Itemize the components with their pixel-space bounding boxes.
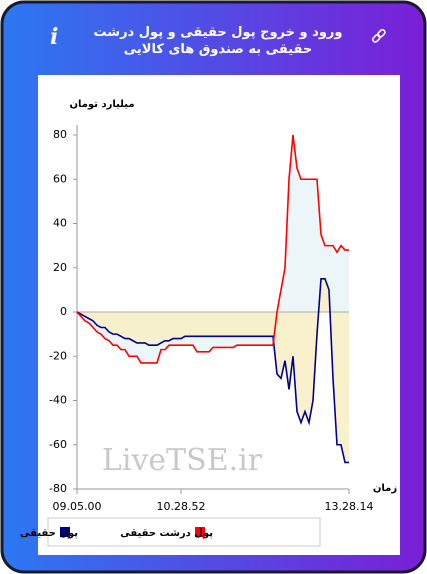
series-area bbox=[77, 135, 349, 363]
x-tick-label: 13.28.14 bbox=[325, 500, 374, 513]
y-tick-label: 40 bbox=[53, 217, 67, 230]
y-tick-label: -20 bbox=[49, 349, 67, 362]
y-tick-label: 0 bbox=[60, 305, 67, 318]
series-line bbox=[76, 278, 349, 464]
y-tick-label: 20 bbox=[53, 261, 67, 274]
info-icon[interactable]: i bbox=[50, 24, 58, 50]
y-tick-label: -80 bbox=[49, 482, 67, 495]
x-tick-label: 10.28.52 bbox=[157, 500, 206, 513]
series-area bbox=[77, 278, 349, 463]
link-icon[interactable] bbox=[371, 28, 386, 43]
legend-label: پول حقیقی bbox=[20, 528, 78, 539]
y-tick-label: 80 bbox=[53, 128, 67, 141]
legend-swatch bbox=[195, 527, 205, 537]
y-tick-label: -60 bbox=[49, 438, 67, 451]
watermark: LiveTSE.ir bbox=[102, 443, 263, 478]
legend-label: پول درشت حقیقی bbox=[120, 528, 213, 539]
y-tick-label: 60 bbox=[53, 172, 67, 185]
legend-swatch bbox=[60, 527, 70, 537]
y-tick-label: -40 bbox=[49, 394, 67, 407]
legend bbox=[47, 517, 321, 547]
x-tick-label: 09.05.00 bbox=[53, 500, 102, 513]
series-line bbox=[76, 134, 349, 364]
x-axis-label: زمان bbox=[373, 483, 397, 494]
y-axis-label: میلیارد تومان bbox=[69, 99, 134, 110]
chart-title: ورود و خروج پول حقیقی و پول درشت حقیقی ب… bbox=[93, 25, 343, 57]
